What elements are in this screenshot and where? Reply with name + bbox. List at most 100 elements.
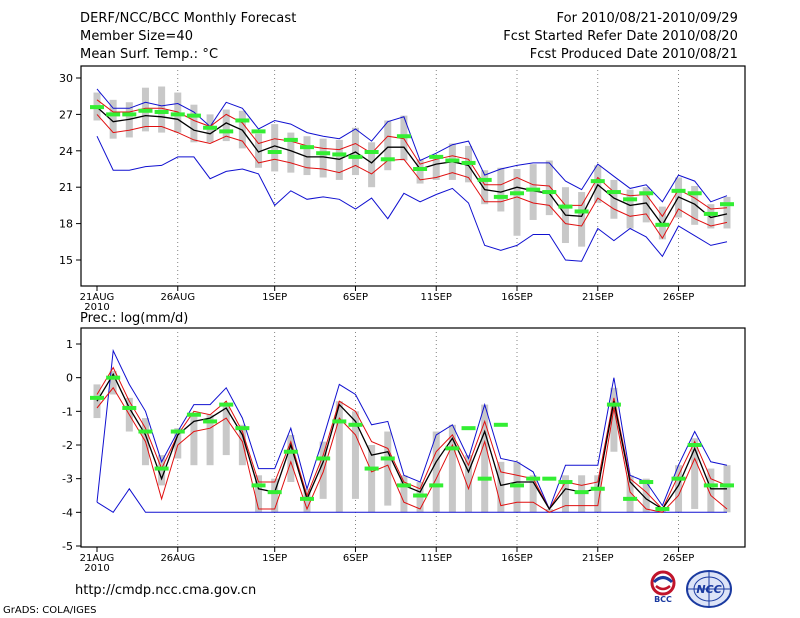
observed-marker xyxy=(703,211,718,216)
observed-marker xyxy=(219,402,234,407)
ensemble-box xyxy=(561,475,569,513)
observed-marker xyxy=(655,222,670,227)
y-tick-label: -3 xyxy=(62,473,73,486)
ensemble-box xyxy=(610,387,618,452)
observed-marker xyxy=(186,113,201,118)
series-min-line xyxy=(96,487,727,513)
header-variable: Mean Surf. Temp.: °C xyxy=(80,47,219,62)
observed-marker xyxy=(106,375,121,380)
observed-marker xyxy=(203,419,218,424)
x-tick-label: 11SEP xyxy=(421,553,452,564)
observed-marker xyxy=(122,405,137,410)
ensemble-box xyxy=(594,475,602,513)
bcc-logo-text: BCC xyxy=(654,595,672,604)
observed-marker xyxy=(639,480,654,485)
observed-marker xyxy=(526,476,541,481)
y-tick-label: -2 xyxy=(62,439,73,452)
observed-marker xyxy=(623,496,638,501)
y-tick-label: 21 xyxy=(59,181,73,194)
ensemble-box xyxy=(545,508,553,513)
source-url[interactable]: http://cmdp.ncc.cma.gov.cn xyxy=(75,583,257,598)
ensemble-box xyxy=(287,132,295,173)
panel-title: Prec.: log(mm/d) xyxy=(80,311,188,326)
observed-marker xyxy=(267,150,282,155)
ensemble-box xyxy=(578,192,586,247)
observed-marker xyxy=(558,204,573,209)
ensemble-box xyxy=(626,475,634,513)
observed-marker xyxy=(461,160,476,165)
observed-marker xyxy=(396,134,411,139)
ensemble-box xyxy=(287,434,295,483)
ensemble-box xyxy=(109,99,117,139)
ensemble-box xyxy=(675,465,683,513)
y-tick-label: 0 xyxy=(66,372,73,385)
observed-marker xyxy=(413,493,428,498)
ensemble-box xyxy=(174,428,182,459)
observed-marker xyxy=(623,197,638,202)
observed-marker xyxy=(251,483,266,488)
ensemble-box xyxy=(626,189,634,229)
ensemble-box xyxy=(691,185,699,225)
observed-marker xyxy=(380,456,395,461)
ensemble-box xyxy=(432,431,440,513)
observed-marker xyxy=(461,426,476,431)
observed-marker xyxy=(300,496,314,501)
y-tick-label: 30 xyxy=(59,72,73,85)
observed-marker xyxy=(542,476,557,481)
series-max-line xyxy=(96,348,728,511)
ensemble-box xyxy=(93,384,101,419)
observed-marker xyxy=(542,190,557,195)
y-tick-label: 1 xyxy=(66,338,73,351)
header-period: For 2010/08/21-2010/09/29 xyxy=(556,11,738,26)
observed-marker xyxy=(558,480,573,485)
ensemble-box xyxy=(255,133,263,168)
ensemble-box xyxy=(481,404,489,513)
observed-marker xyxy=(219,129,234,134)
ensemble-box xyxy=(384,120,392,171)
x-tick-label: 26SEP xyxy=(663,292,694,303)
observed-marker xyxy=(364,466,379,471)
observed-marker xyxy=(720,202,734,207)
y-tick-label: 18 xyxy=(59,218,73,231)
ensemble-box xyxy=(319,138,327,178)
ensemble-box xyxy=(432,155,440,180)
observed-marker xyxy=(122,112,137,117)
ensemble-box xyxy=(190,414,198,466)
observed-marker xyxy=(332,152,347,157)
ensemble-box xyxy=(545,160,553,216)
observed-marker xyxy=(235,426,250,431)
y-tick-label: 27 xyxy=(59,108,73,121)
y-tick-label: -1 xyxy=(62,405,73,418)
observed-marker xyxy=(90,105,104,110)
x-tick-label: 6SEP xyxy=(343,553,368,564)
observed-marker xyxy=(493,194,508,199)
x-tick-label: 21AUG xyxy=(80,553,115,564)
ensemble-box xyxy=(271,124,279,172)
ensemble-box xyxy=(723,196,731,229)
x-year-label: 2010 xyxy=(84,302,109,313)
observed-marker xyxy=(590,486,605,491)
observed-marker xyxy=(283,449,298,454)
series-min-line xyxy=(96,135,728,262)
x-tick-label: 1SEP xyxy=(262,292,287,303)
observed-marker xyxy=(687,191,702,196)
header-produced-date: Fcst Produced Date 2010/08/21 xyxy=(529,47,738,62)
ensemble-box xyxy=(238,424,246,466)
observed-marker xyxy=(510,483,524,488)
observed-marker xyxy=(429,483,444,488)
plot-frame xyxy=(80,65,746,287)
observed-marker xyxy=(170,429,185,434)
ensemble-box xyxy=(529,475,537,513)
ensemble-box xyxy=(481,170,489,205)
observed-marker xyxy=(639,191,654,196)
observed-marker xyxy=(316,456,331,461)
x-tick-label: 6SEP xyxy=(343,292,368,303)
observed-marker xyxy=(316,151,331,156)
observed-marker xyxy=(396,483,411,488)
observed-marker xyxy=(477,476,492,481)
observed-marker xyxy=(348,154,363,159)
observed-marker xyxy=(687,443,702,447)
y-tick-label: 24 xyxy=(59,145,73,158)
observed-marker xyxy=(429,154,444,159)
ensemble-box xyxy=(610,179,618,219)
